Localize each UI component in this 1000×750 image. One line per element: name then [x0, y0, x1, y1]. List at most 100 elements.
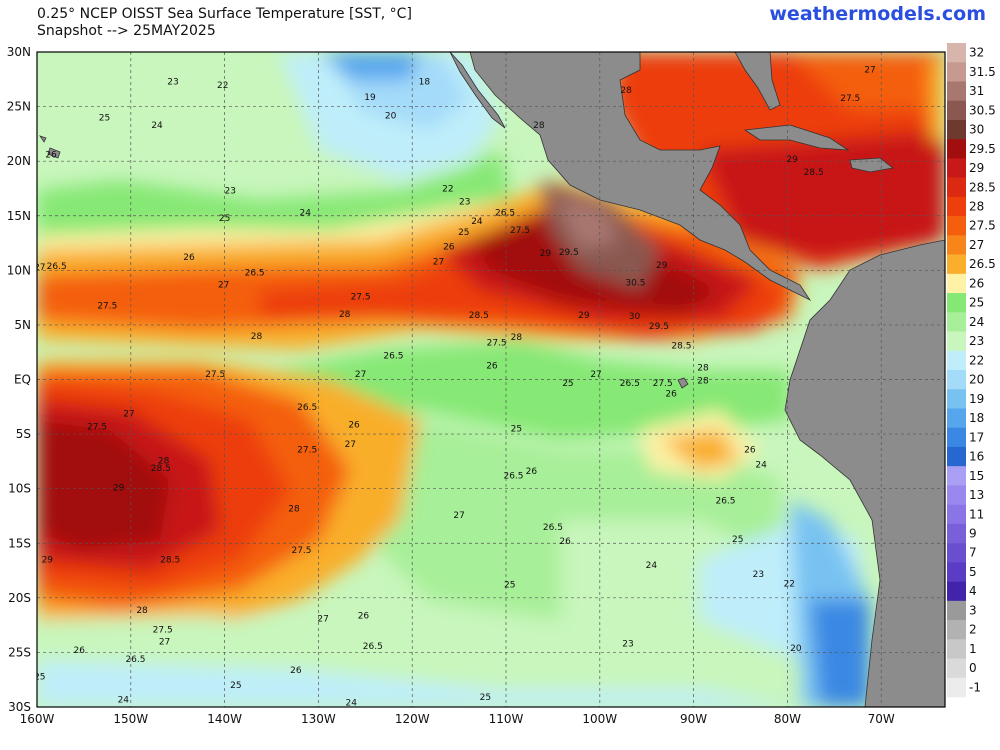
colorbar-swatch — [947, 196, 966, 217]
sst-value-label: 22 — [151, 729, 162, 739]
colorbar-label: 30 — [969, 123, 984, 137]
colorbar-label: 24 — [969, 315, 984, 329]
sst-value-label: 28 — [288, 504, 300, 514]
sst-value-label: 30.5 — [625, 278, 645, 288]
colorbar-swatch — [947, 581, 966, 602]
sst-value-label: 29 — [656, 261, 668, 271]
sst-value-label: 27 — [345, 440, 356, 450]
sst-value-label: 26.5 — [543, 523, 563, 533]
lat-tick-label: 5S — [16, 427, 31, 441]
sst-value-label: 27.5 — [653, 379, 673, 389]
colorbar-label: 13 — [969, 488, 984, 502]
sst-value-label: 27 — [317, 615, 328, 625]
colorbar-label: 16 — [969, 450, 984, 464]
sst-value-label: 24 — [151, 121, 163, 131]
sst-value-label: 26 — [348, 420, 360, 430]
sst-value-label: 26.5 — [495, 208, 515, 218]
colorbar-swatch — [947, 158, 966, 178]
colorbar-swatch — [947, 119, 966, 140]
sst-value-label: 26 — [45, 151, 57, 161]
sst-value-label: 28 — [251, 332, 263, 342]
colorbar-swatch — [947, 485, 966, 505]
colorbar-swatch — [947, 504, 966, 525]
sst-value-label: 29 — [540, 249, 552, 259]
sst-value-label: 24 — [545, 707, 557, 717]
sst-value-label: 26 — [559, 537, 571, 547]
colorbar-swatch — [947, 427, 966, 448]
sst-value-label: 26.5 — [363, 642, 383, 652]
sst-value-label: 28.5 — [671, 342, 691, 352]
graticule — [37, 52, 945, 707]
colorbar-label: 18 — [969, 411, 984, 425]
sst-value-label: 29 — [786, 155, 798, 165]
sst-value-label: 27 — [590, 370, 601, 380]
sst-value-label: 26 — [443, 242, 455, 252]
brand-link[interactable]: weathermodels.com — [769, 3, 986, 25]
lat-tick-label: 15S — [8, 536, 31, 550]
lon-tick-label: 70W — [868, 712, 895, 726]
colorbar-swatch — [947, 350, 966, 371]
sst-value-label: 27.5 — [840, 94, 860, 104]
sst-value-label: 27.5 — [87, 422, 107, 432]
sst-value-label: 23 — [367, 737, 378, 747]
sst-value-label: 27 — [355, 370, 366, 380]
colorbar-swatch — [947, 408, 966, 429]
colorbar-label: 19 — [969, 392, 984, 406]
lat-tick-label: 30S — [8, 700, 31, 714]
sst-value-label: 26.5 — [47, 262, 67, 272]
sst-value-label: 26.5 — [715, 497, 735, 507]
sst-value-label: 27.5 — [510, 226, 530, 236]
sst-value-label: 27.5 — [487, 338, 507, 348]
colorbar-label: 31.5 — [969, 65, 996, 79]
lat-tick-label: 10N — [7, 263, 31, 277]
sst-value-label: 18 — [419, 77, 431, 87]
sst-value-label: 26.5 — [297, 403, 317, 413]
colorbar-swatch — [947, 600, 966, 621]
colorbar-label: 28 — [969, 200, 984, 214]
sst-value-label: 19 — [805, 737, 817, 747]
sst-value-label: 27.5 — [297, 445, 317, 455]
sst-value-label: 25 — [34, 672, 45, 682]
sst-value-label: 20 — [790, 644, 802, 654]
colorbar-swatch — [947, 658, 966, 679]
lat-tick-label: 30N — [7, 45, 31, 59]
colorbar-label: 1 — [969, 642, 977, 656]
sst-value-label: 28 — [620, 86, 632, 96]
sst-value-label: 28 — [158, 456, 170, 466]
colorbar-swatch — [947, 620, 966, 640]
sst-value-label: 24 — [118, 695, 130, 705]
sst-value-label: 28 — [533, 121, 545, 131]
colorbar: 3231.53130.53029.52928.52827.52726.52625… — [947, 43, 996, 698]
colorbar-label: 7 — [969, 546, 977, 560]
colorbar-swatch — [947, 543, 966, 563]
sst-value-label: 28.5 — [804, 168, 824, 178]
lat-tick-label: 20N — [7, 154, 31, 168]
sst-value-label: 26 — [183, 253, 195, 263]
lon-tick-label: 80W — [774, 712, 801, 726]
colorbar-label: 22 — [969, 353, 984, 367]
lat-tick-label: 20S — [8, 591, 31, 605]
sst-value-label: 26 — [486, 361, 498, 371]
colorbar-swatch — [947, 177, 966, 198]
sst-value-label: 25 — [732, 535, 743, 545]
sst-value-label: 27 — [453, 511, 464, 521]
sst-value-label: 27 — [864, 65, 875, 75]
sst-value-label: 26 — [358, 611, 370, 621]
sst-value-label: 24 — [646, 561, 658, 571]
colorbar-label: 11 — [969, 507, 984, 521]
lon-tick-label: 100W — [582, 712, 617, 726]
lat-tick-label: 25S — [8, 645, 31, 659]
sst-value-label: 29 — [42, 556, 54, 566]
sst-value-label: 23 — [459, 198, 470, 208]
colorbar-label: 31 — [969, 84, 984, 98]
sst-value-label: 28 — [697, 377, 709, 387]
sst-value-label: 25 — [480, 693, 491, 703]
lon-tick-label: 150W — [113, 712, 148, 726]
lat-tick-label: EQ — [14, 373, 31, 387]
sst-value-label: 28.5 — [151, 464, 171, 474]
sst-value-label: 30 — [629, 312, 641, 322]
colorbar-swatch — [947, 331, 966, 352]
colorbar-swatch — [947, 466, 966, 486]
colorbar-label: 29 — [969, 161, 984, 175]
map-title: 0.25° NCEP OISST Sea Surface Temperature… — [37, 6, 412, 22]
